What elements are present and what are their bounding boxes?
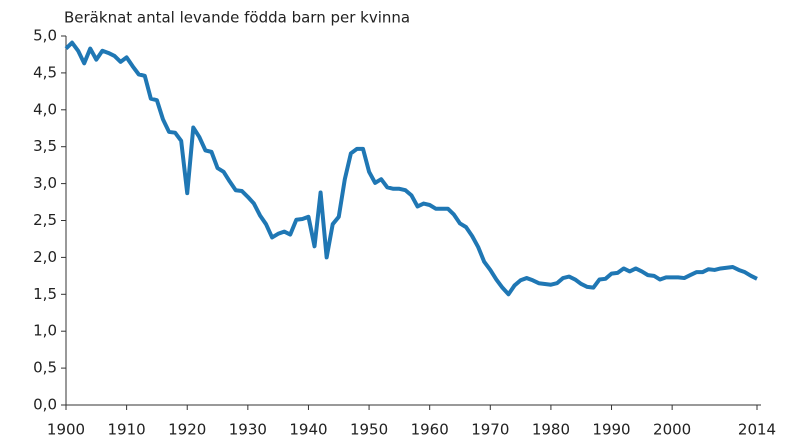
line-series [64, 40, 758, 297]
y-tick-label: 4,5 [33, 63, 57, 81]
chart-title: Beräknat antal levande födda barn per kv… [64, 9, 410, 27]
y-tick-label: 3,5 [33, 137, 57, 155]
x-tick-label: 1970 [471, 421, 509, 439]
x-tick-label: 1960 [411, 421, 449, 439]
x-tick-label: 1920 [168, 421, 206, 439]
y-tick-label: 3,0 [33, 174, 57, 192]
x-tick-label: 2014 [738, 421, 776, 439]
y-tick-label: 5,0 [33, 27, 57, 45]
x-tick-label: 2000 [653, 421, 691, 439]
y-tick-label: 0,0 [33, 396, 57, 414]
x-tick-label: 1910 [108, 421, 146, 439]
y-tick-label: 0,5 [33, 359, 57, 377]
x-tick-label: 1900 [47, 421, 85, 439]
x-tick-label: 1950 [350, 421, 388, 439]
y-tick-label: 1,5 [33, 285, 57, 303]
y-tick-label: 2,5 [33, 211, 57, 229]
y-tick-label: 2,0 [33, 248, 57, 266]
y-tick-label: 4,0 [33, 100, 57, 118]
x-tick-label: 1980 [532, 421, 570, 439]
y-tick-label: 1,0 [33, 322, 57, 340]
x-tick-label: 1990 [592, 421, 630, 439]
x-tick-label: 1930 [229, 421, 267, 439]
x-tick-label: 1940 [289, 421, 327, 439]
